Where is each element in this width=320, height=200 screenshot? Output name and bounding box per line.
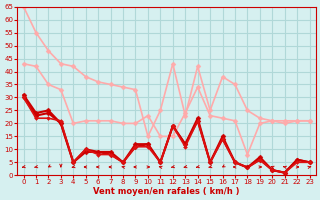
X-axis label: Vent moyen/en rafales ( km/h ): Vent moyen/en rafales ( km/h ) <box>93 187 240 196</box>
